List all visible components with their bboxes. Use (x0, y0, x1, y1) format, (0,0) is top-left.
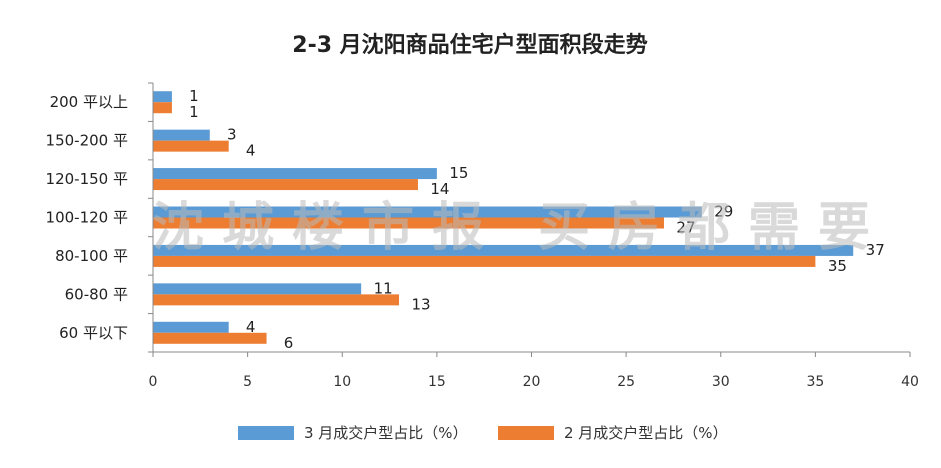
bar-series-2-7 (153, 332, 267, 344)
x-tick-label-0: 0 (149, 374, 158, 390)
data-label-series-2-2: 4 (246, 142, 256, 160)
data-label-series-1-6: 11 (374, 279, 393, 297)
bar-series-1-6 (153, 283, 362, 295)
x-tick-label-10: 10 (333, 374, 351, 390)
data-label-series-1-7: 4 (246, 318, 256, 336)
chart-title: 2-3 月沈阳商品住宅户型面积段走势 (292, 32, 647, 58)
legend-swatch-2 (498, 426, 554, 440)
bar-series-1-7 (153, 321, 229, 333)
category-label-7: 60 平以下 (59, 324, 128, 342)
data-label-series-1-2: 3 (227, 126, 237, 144)
data-label-series-2-3: 14 (430, 180, 449, 198)
axes-group: 0 5 10 15 20 25 30 35 40 (148, 82, 919, 390)
bar-series-2-6 (153, 294, 400, 306)
bar-series-1-5 (153, 244, 854, 256)
data-label-series-1-4: 29 (714, 203, 733, 221)
bar-series-2-5 (153, 255, 816, 267)
legend-label-2: 2 月成交户型占比（%） (564, 424, 728, 442)
data-label-series-2-5: 35 (828, 257, 847, 275)
x-tick-label-40: 40 (901, 374, 919, 390)
category-label-6: 60-80 平 (65, 285, 128, 303)
category-label-2: 150-200 平 (46, 132, 128, 150)
x-tick-label-20: 20 (523, 374, 541, 390)
x-tick-label-5: 5 (243, 374, 252, 390)
legend-swatch-1 (238, 426, 294, 440)
data-label-series-2-6: 13 (411, 295, 430, 313)
legend: 3 月成交户型占比（%） 2 月成交户型占比（%） (238, 424, 728, 442)
x-tick-label-25: 25 (617, 374, 635, 390)
x-tick-label-30: 30 (712, 374, 730, 390)
x-tick-label-35: 35 (806, 374, 824, 390)
bars-group (153, 91, 854, 344)
bar-series-2-3 (153, 179, 418, 191)
bar-series-2-1 (153, 102, 172, 114)
bar-series-2-2 (153, 140, 229, 152)
category-label-5: 80-100 平 (55, 247, 128, 265)
data-label-series-2-4: 27 (676, 219, 695, 237)
category-label-4: 100-120 平 (46, 209, 128, 227)
legend-label-1: 3 月成交户型占比（%） (304, 424, 468, 442)
data-label-series-1-3: 15 (449, 164, 468, 182)
data-label-series-2-7: 6 (284, 334, 294, 352)
data-label-series-1-1: 1 (189, 87, 199, 105)
bar-series-1-2 (153, 129, 210, 141)
category-label-1: 200 平以上 (50, 93, 128, 111)
bar-series-1-1 (153, 91, 172, 103)
x-tick-label-15: 15 (428, 374, 446, 390)
bar-series-2-4 (153, 217, 664, 229)
data-label-series-2-1: 1 (189, 103, 199, 121)
watermark-text: 沈城楼市报 买房都需要 (152, 198, 888, 258)
bar-series-1-3 (153, 168, 437, 180)
data-label-series-1-5: 37 (866, 241, 885, 259)
bar-series-1-4 (153, 206, 702, 218)
category-label-3: 120-150 平 (46, 170, 128, 188)
